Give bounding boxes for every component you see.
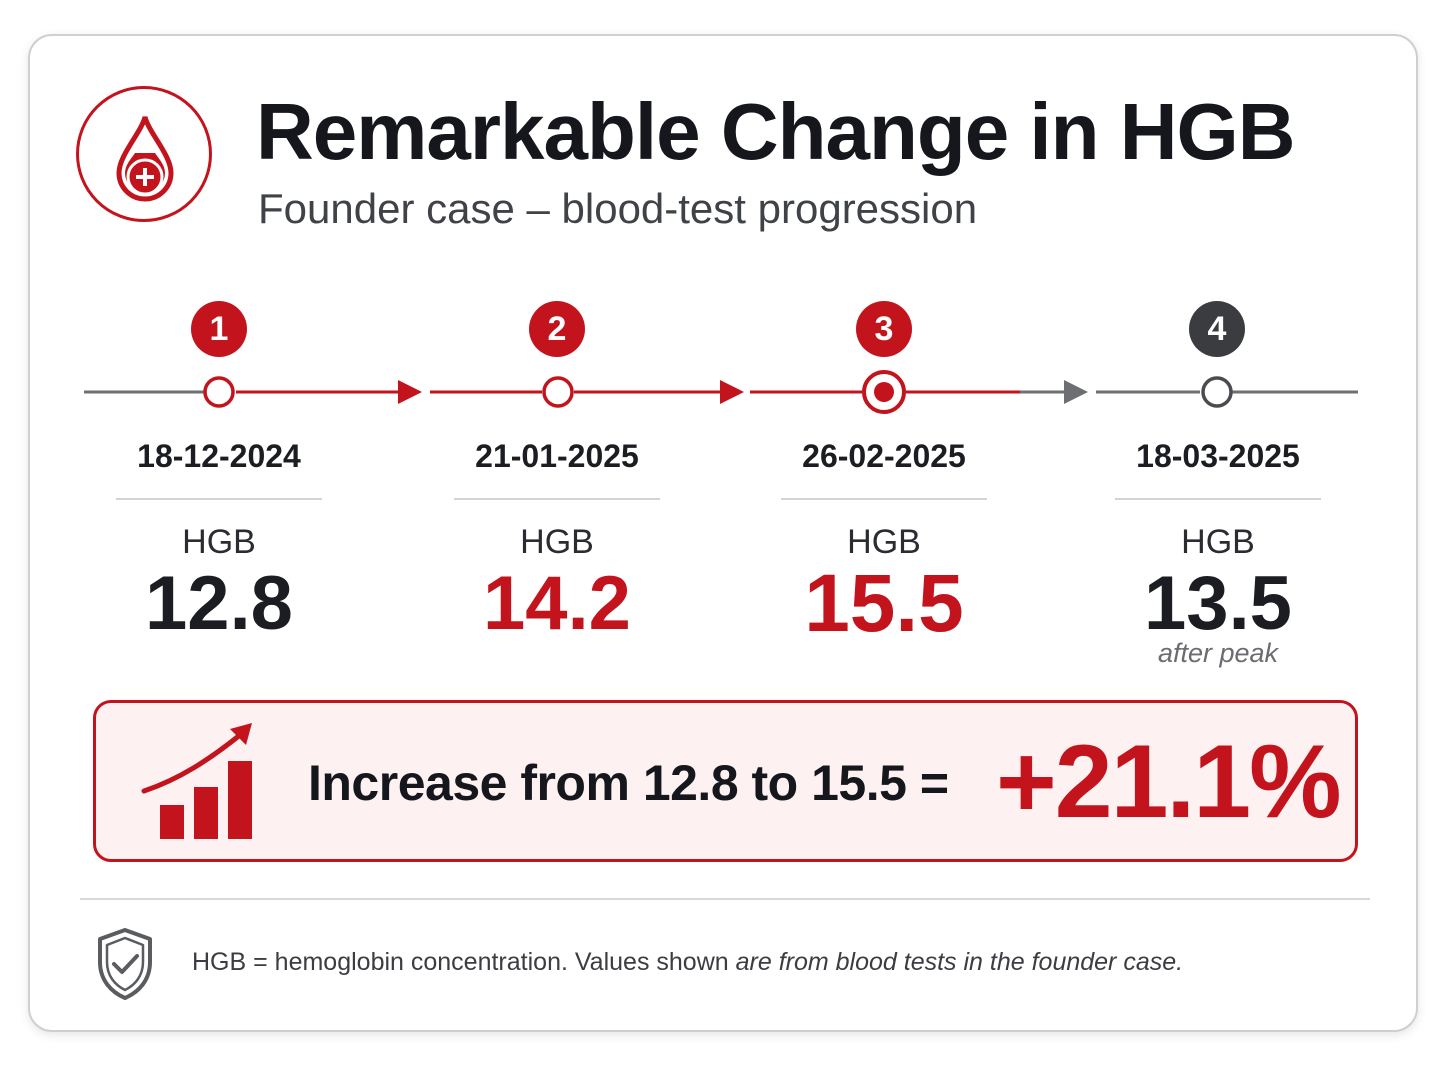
hgb-label: HGB — [847, 523, 921, 561]
hgb-value: 13.5 — [1144, 561, 1292, 646]
step-badge-4: 4 — [1189, 301, 1245, 357]
hgb-label: HGB — [520, 523, 594, 561]
hgb-label: HGB — [1181, 523, 1255, 561]
divider — [116, 498, 322, 500]
hgb-value: 12.8 — [145, 561, 293, 646]
step-date: 21-01-2025 — [475, 438, 639, 474]
hgb-label: HGB — [182, 523, 256, 561]
timeline-node — [1201, 376, 1233, 408]
step-date: 18-12-2024 — [137, 438, 301, 474]
timeline-step-4: 18-03-2025 HGB 13.5 after peak — [1098, 436, 1338, 668]
summary-box: Increase from 12.8 to 15.5 = +21.1% — [93, 700, 1358, 862]
timeline-node — [203, 376, 235, 408]
footnote: HGB = hemoglobin concentration. Values s… — [192, 946, 1183, 978]
step-date: 18-03-2025 — [1136, 438, 1300, 474]
divider — [781, 498, 987, 500]
blood-drop-plus-icon — [76, 86, 212, 222]
page-subtitle: Founder case – blood-test progression — [258, 185, 978, 232]
timeline-arrow — [398, 380, 422, 404]
page-title: Remarkable Change in HGB — [256, 87, 1295, 176]
timeline-arrow — [1064, 380, 1088, 404]
timeline-arrow — [720, 380, 744, 404]
step-note: after peak — [1157, 638, 1279, 668]
timeline-step-1: 18-12-2024 HGB 12.8 — [99, 436, 339, 646]
timeline-step-3: 26-02-2025 HGB 15.5 — [764, 436, 1004, 646]
footer-divider — [80, 898, 1370, 900]
summary-text: Increase from 12.8 to 15.5 = — [308, 755, 949, 811]
divider — [1115, 498, 1321, 500]
footnote-text: HGB = hemoglobin concentration. Values s… — [192, 948, 736, 976]
step-badge-1: 1 — [191, 301, 247, 357]
timeline-track — [84, 370, 1358, 414]
summary-percent: +21.1% — [996, 724, 1342, 840]
step-date: 26-02-2025 — [802, 438, 966, 474]
divider — [454, 498, 660, 500]
shield-check-icon — [98, 928, 152, 1000]
timeline-step-2: 21-01-2025 HGB 14.2 — [437, 436, 677, 646]
timeline-node-current-dot — [874, 382, 894, 402]
timeline-node — [542, 376, 574, 408]
hgb-value: 14.2 — [483, 561, 631, 646]
step-badge-3: 3 — [856, 301, 912, 357]
hgb-value: 15.5 — [804, 558, 964, 649]
step-badge-2: 2 — [529, 301, 585, 357]
infographic-card — [28, 34, 1418, 1032]
rising-bar-chart-icon — [141, 723, 252, 839]
footnote-italic: are from blood tests in the founder case… — [735, 948, 1184, 976]
